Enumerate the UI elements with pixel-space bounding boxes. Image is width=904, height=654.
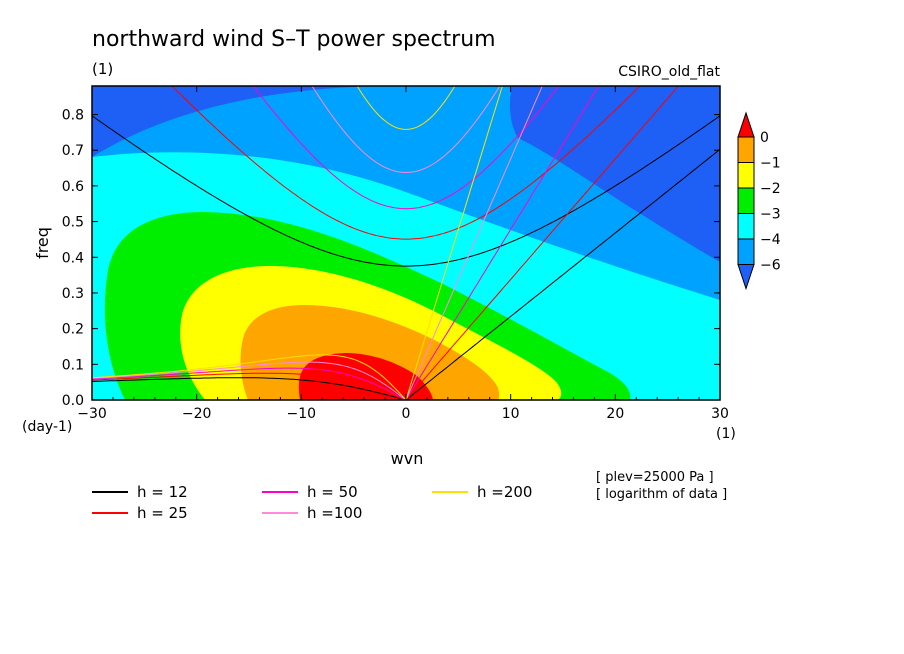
note-plev: [ plev=25000 Pa ] [596, 470, 714, 485]
x-tick-label: 0 [402, 406, 411, 422]
legend-label-h25: h = 25 [137, 504, 188, 522]
plot-area [91, 85, 721, 401]
model-label: CSIRO_old_flat [618, 64, 720, 80]
colorbar-tick-label: −3 [760, 207, 781, 223]
colorbar-box [737, 213, 755, 240]
x-tick-label: −10 [287, 406, 317, 422]
y-tick-label: 0.0 [62, 393, 84, 409]
kelvin-curve-h200 [405, 86, 503, 400]
colorbar-top-arrow [737, 111, 755, 138]
colorbar-tick-label: −1 [760, 156, 781, 172]
legend-label-h12: h = 12 [137, 483, 188, 501]
x-tick-label: −20 [182, 406, 212, 422]
rossby-curve-h50 [92, 367, 407, 400]
band-gt-0 [298, 353, 433, 400]
ig-curve-h50 [252, 86, 560, 210]
y-tick-label: 0.3 [62, 286, 84, 302]
y-axis: 0.0 0.1 0.2 0.3 0.4 0.5 0.6 0.7 0.8 [62, 108, 720, 409]
x-unit-label: (1) [716, 426, 736, 442]
legend-label-h50: h = 50 [307, 483, 358, 501]
units-label: (1) [92, 60, 113, 78]
ig-curve-h100 [311, 86, 501, 173]
y-tick-label: 0.4 [62, 250, 84, 266]
colorbar-bottom-arrow [737, 264, 755, 291]
colorbar-box [737, 162, 755, 189]
rossby-curve-h100 [92, 361, 407, 400]
kelvin-curve-h50 [405, 86, 600, 400]
colorbar-box [737, 187, 755, 214]
x-axis: −30 −20 −10 0 10 20 30 [77, 86, 729, 422]
legend-label-h100: h =100 [307, 504, 362, 522]
legend-label-h200: h =200 [477, 483, 532, 501]
contour-fields [92, 86, 720, 400]
x-axis-label: wvn [391, 449, 424, 468]
x-tick-label: 20 [606, 406, 624, 422]
y-tick-label: 0.8 [62, 108, 84, 124]
colorbar-tick-label: −2 [760, 181, 781, 197]
colorbar-tick-label: −6 [760, 258, 781, 274]
kelvin-curve-h25 [405, 86, 680, 400]
kelvin-curve-h100 [405, 86, 543, 400]
ig-curve-h12 [92, 115, 720, 267]
x-tick-label: 10 [502, 406, 520, 422]
rossby-curve-h200 [92, 354, 407, 400]
rossby-curve-h12 [92, 377, 407, 400]
colorbar-box [737, 238, 755, 265]
rossby-curve-h25 [92, 372, 407, 400]
legend: h = 12 h = 25 h = 50 h =100 h =200 [92, 483, 532, 522]
colorbar-tick-label: 0 [760, 130, 769, 146]
note-log: [ logarithm of data ] [596, 487, 727, 502]
colorbar: 0 −1 −2 −3 −4 −6 [737, 111, 781, 291]
x-tick-label: 30 [711, 406, 729, 422]
y-tick-label: 0.1 [62, 357, 84, 373]
y-tick-label: 0.7 [62, 143, 84, 159]
kelvin-curve-h12 [405, 148, 720, 400]
x-tick-label: −30 [77, 406, 107, 422]
y-tick-label: 0.2 [62, 322, 84, 338]
chart-title: northward wind S–T power spectrum [92, 27, 496, 52]
y-tick-label: 0.5 [62, 215, 84, 231]
ig-curve-h25 [171, 86, 641, 240]
dispersion-curves [92, 86, 720, 400]
ig-curve-h200 [356, 86, 456, 130]
colorbar-box [737, 136, 755, 163]
y-unit-label: (day-1) [22, 419, 72, 435]
y-axis-label: freq [33, 227, 52, 259]
colorbar-tick-label: −4 [760, 232, 781, 248]
y-tick-label: 0.6 [62, 179, 84, 195]
